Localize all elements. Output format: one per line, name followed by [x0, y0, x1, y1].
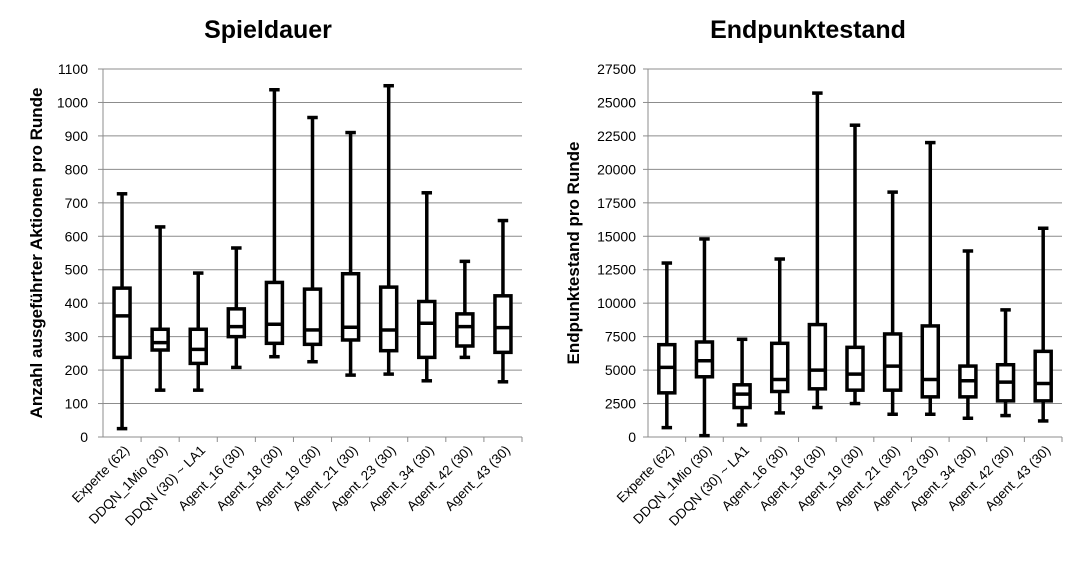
box-8: [378, 83, 399, 376]
y-tick-label: 5000: [605, 362, 636, 378]
chart-panel-1: Spieldauer Anzahl ausgeführter Aktionen p…: [27, 16, 523, 529]
box-5: [807, 91, 828, 410]
box-9: [417, 191, 437, 383]
box-1: [112, 192, 132, 431]
chart-panel-2: Endpunktestand Endpunktestand pro Runde 0 2…: [564, 16, 1063, 529]
y-tick-label: 12500: [597, 262, 636, 278]
x-category-label: Agent_16 (30): [719, 443, 790, 514]
y-tick-label: 0: [80, 429, 88, 445]
box-2: [150, 225, 170, 392]
box-11: [1033, 226, 1053, 423]
box-1: [657, 261, 677, 430]
iqr-box: [302, 287, 323, 347]
iqr-box: [417, 299, 437, 360]
x-category-label: Agent_21 (30): [832, 443, 903, 514]
chart-title: Spieldauer: [204, 16, 332, 44]
x-category-label: Agent_18 (30): [756, 443, 827, 514]
y-tick-label: 1000: [57, 94, 88, 110]
y-tick-label: 22500: [597, 128, 636, 144]
y-tick-label: 200: [65, 362, 89, 378]
box-4: [769, 257, 790, 415]
box-9: [958, 249, 978, 421]
x-category-label: Agent_34 (30): [907, 443, 978, 514]
box-3: [732, 337, 752, 427]
y-tick-label: 700: [65, 195, 89, 211]
iqr-box: [807, 322, 828, 391]
iqr-box: [920, 324, 941, 399]
box-5: [264, 87, 285, 359]
y-tick-label: 10000: [597, 295, 636, 311]
box-2: [694, 237, 715, 438]
iqr-box: [845, 345, 865, 392]
iqr-box: [378, 285, 399, 353]
y-axis-label: Anzahl ausgeführter Aktionen pro Runde: [27, 88, 46, 419]
iqr-box: [455, 312, 475, 348]
y-tick-label: 1100: [58, 61, 88, 77]
box-7: [882, 190, 903, 417]
y-tick-label: 20000: [597, 161, 636, 177]
iqr-box: [769, 341, 790, 394]
box-10: [455, 259, 475, 360]
x-category-label: Agent_43 (30): [982, 443, 1053, 514]
y-tick-label: 15000: [597, 228, 636, 244]
iqr-box: [340, 271, 361, 342]
y-axis-label: Endpunktestand pro Runde: [564, 142, 583, 365]
box-6: [302, 115, 323, 364]
iqr-box: [150, 327, 170, 352]
x-category-label: Agent_23 (30): [869, 443, 940, 514]
y-tick-label: 2500: [605, 396, 636, 412]
y-tick-label: 25000: [597, 94, 636, 110]
iqr-box: [882, 332, 903, 392]
y-tick-label: 100: [65, 396, 89, 412]
y-tick-label: 27500: [597, 61, 636, 77]
iqr-box: [493, 294, 513, 355]
y-tick-label: 7500: [605, 329, 636, 345]
box-6: [845, 123, 865, 406]
y-tick-label: 500: [65, 262, 89, 278]
box-8: [920, 140, 941, 417]
y-tick-label: 400: [65, 295, 89, 311]
iqr-box: [112, 286, 132, 360]
box-10: [995, 308, 1016, 418]
y-tick-label: 800: [65, 161, 89, 177]
box-7: [340, 130, 361, 377]
y-tick-label: 600: [65, 228, 89, 244]
box-4: [226, 246, 247, 370]
x-category-label: Agent_19 (30): [794, 443, 865, 514]
y-tick-label: 300: [65, 329, 89, 345]
box-3: [188, 271, 208, 392]
y-tick-label: 900: [65, 128, 89, 144]
iqr-box: [732, 383, 752, 410]
y-tick-label: 17500: [597, 195, 636, 211]
x-category-label: Agent_42 (30): [945, 443, 1016, 514]
iqr-box: [1033, 349, 1053, 403]
iqr-box: [226, 307, 247, 339]
chart-title: Endpunktestand: [710, 16, 906, 44]
y-tick-label: 0: [628, 429, 636, 445]
box-11: [493, 218, 513, 384]
iqr-box: [264, 280, 285, 346]
iqr-box: [188, 327, 208, 366]
